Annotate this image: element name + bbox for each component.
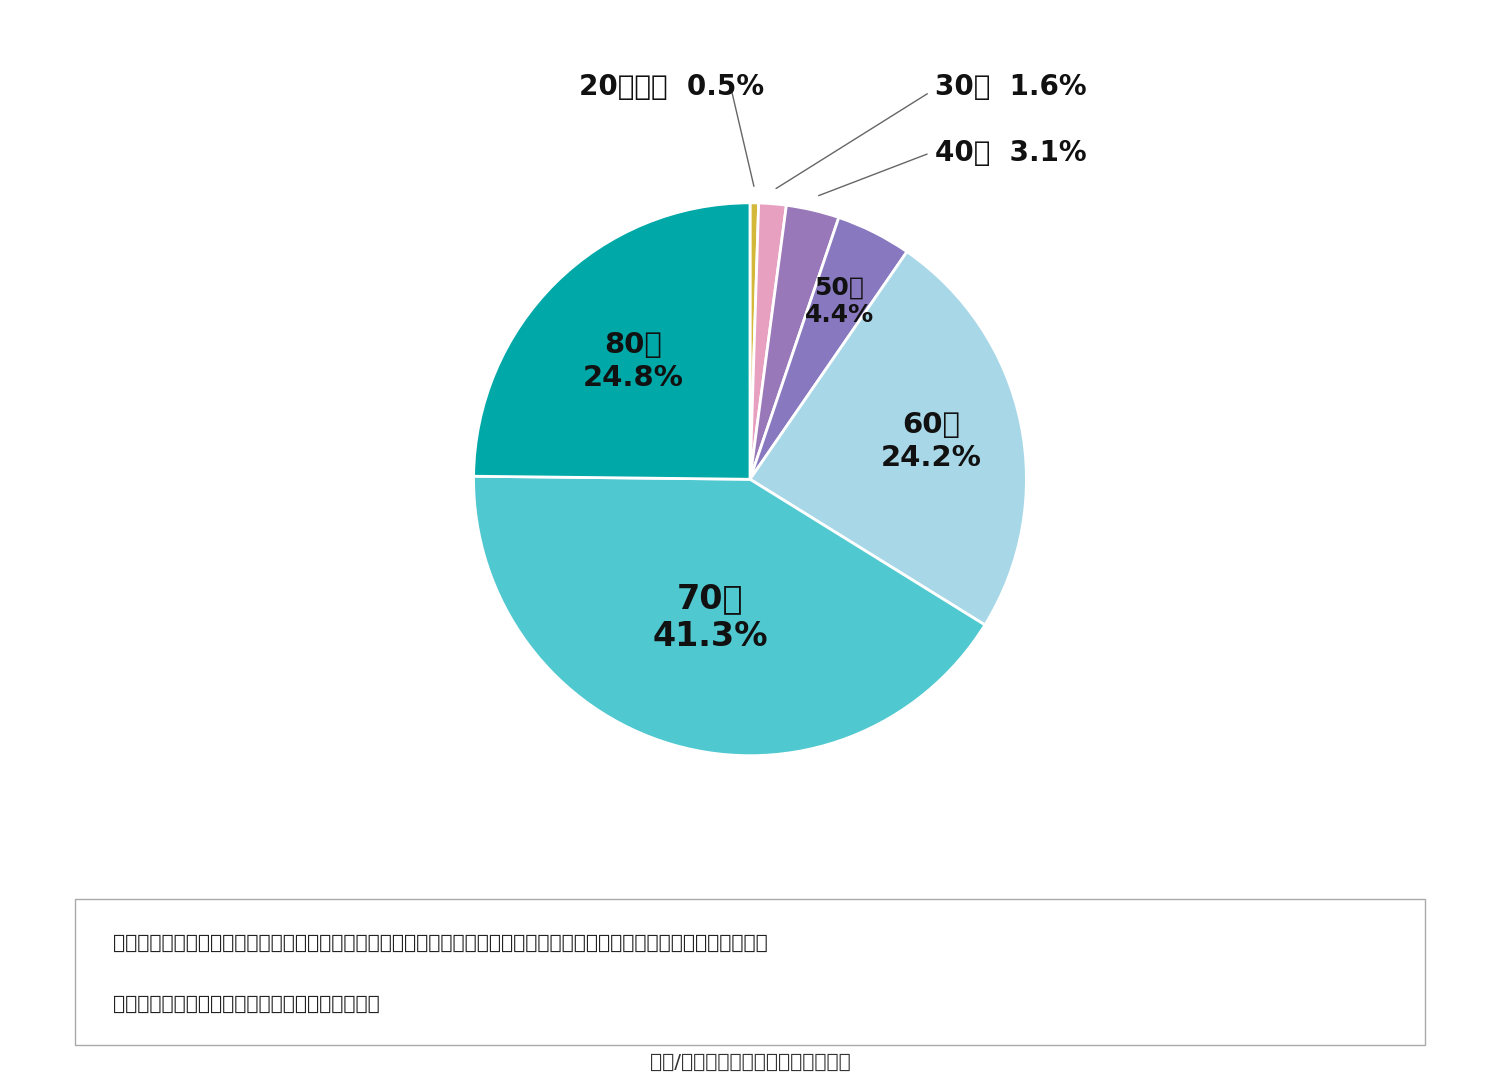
Text: 50代
4.4%: 50代 4.4% bbox=[806, 276, 874, 327]
Text: 40代  3.1%: 40代 3.1% bbox=[934, 139, 1088, 167]
Wedge shape bbox=[750, 252, 1026, 625]
Text: 20代以下  0.5%: 20代以下 0.5% bbox=[579, 73, 764, 101]
Text: 30代  1.6%: 30代 1.6% bbox=[934, 73, 1088, 101]
Text: 70代
41.3%: 70代 41.3% bbox=[652, 582, 768, 653]
Text: 基幹的農業従事者（個人経営体）：農業に主として従事した世帯員（農業就業人口）のうち、調査期日前１年間のふだん: 基幹的農業従事者（個人経営体）：農業に主として従事した世帯員（農業就業人口）のう… bbox=[112, 934, 766, 952]
Text: 出典/農林水産省「農林業センサス」: 出典/農林水産省「農林業センサス」 bbox=[650, 1052, 850, 1072]
Text: 80代
24.8%: 80代 24.8% bbox=[584, 331, 684, 392]
Wedge shape bbox=[474, 476, 986, 756]
Wedge shape bbox=[474, 202, 750, 479]
Text: 60代
24.2%: 60代 24.2% bbox=[880, 411, 981, 472]
Wedge shape bbox=[750, 202, 759, 479]
Wedge shape bbox=[750, 218, 908, 479]
Wedge shape bbox=[750, 206, 839, 479]
Wedge shape bbox=[750, 202, 786, 479]
Text: の主な状態が「仕事に従事していた者」のこと。: の主な状態が「仕事に従事していた者」のこと。 bbox=[112, 994, 380, 1013]
